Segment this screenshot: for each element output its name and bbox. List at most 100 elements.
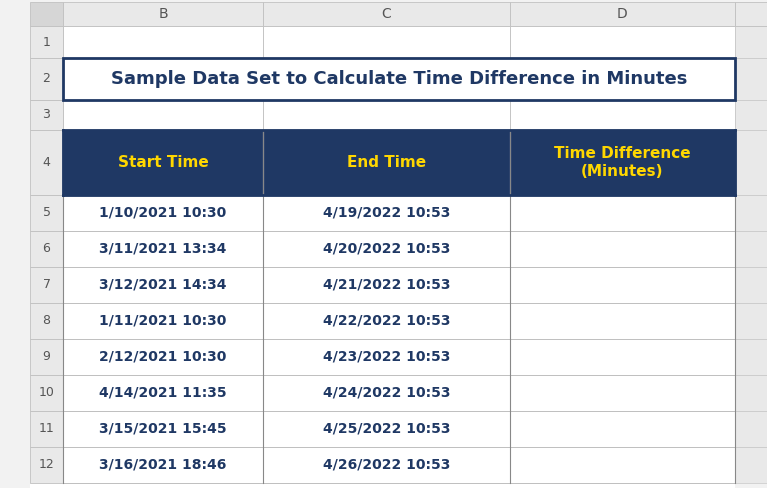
Bar [735,2,767,26]
Bar [735,339,767,375]
Bar [510,447,735,483]
Bar [63,339,263,375]
Text: 4/24/2022 10:53: 4/24/2022 10:53 [323,386,450,400]
Text: 3: 3 [42,108,51,122]
Text: Start Time: Start Time [117,155,209,170]
Bar [735,267,767,303]
Bar [510,267,735,303]
Bar [30,375,63,411]
Text: 6: 6 [42,243,51,256]
Text: 12: 12 [38,459,54,471]
Text: 4/19/2022 10:53: 4/19/2022 10:53 [323,206,450,220]
Bar [263,447,510,483]
Bar [263,339,510,375]
Bar [63,339,263,375]
Bar [510,195,735,231]
Bar [263,303,510,339]
Bar [510,130,735,195]
Bar [263,411,510,447]
Bar [63,411,263,447]
Bar [510,339,735,375]
Bar [735,26,767,58]
Bar [510,100,735,130]
Bar [263,100,510,130]
Bar [263,58,510,100]
Bar [63,130,735,195]
Bar [63,267,263,303]
Bar [263,195,510,231]
Bar [510,375,735,411]
Bar [63,195,263,231]
Text: B: B [158,7,168,21]
Bar [263,375,510,411]
Bar [63,58,263,100]
Text: 3/16/2021 18:46: 3/16/2021 18:46 [99,458,227,472]
Text: 1/10/2021 10:30: 1/10/2021 10:30 [100,206,226,220]
Bar [63,375,263,411]
Bar [30,339,63,375]
Bar [63,447,263,483]
Bar [735,411,767,447]
Bar [510,267,735,303]
Bar [510,303,735,339]
Text: 2: 2 [42,73,51,85]
Text: 3/15/2021 15:45: 3/15/2021 15:45 [99,422,227,436]
Bar [263,130,510,195]
Bar [30,267,63,303]
Bar [30,130,63,195]
Bar [63,375,263,411]
Bar [63,411,263,447]
Bar [735,447,767,483]
Bar [30,411,63,447]
Text: 4: 4 [42,156,51,169]
Bar [263,447,510,483]
Bar [63,231,263,267]
Bar [263,267,510,303]
Bar [63,267,263,303]
Bar [735,100,767,130]
Bar [510,339,735,375]
Text: Sample Data Set to Calculate Time Difference in Minutes: Sample Data Set to Calculate Time Differ… [110,70,687,88]
Bar [263,339,510,375]
Bar [63,195,263,231]
Bar [30,58,63,100]
Text: 4/26/2022 10:53: 4/26/2022 10:53 [323,458,450,472]
Text: 5: 5 [42,206,51,220]
Bar [63,26,263,58]
Text: 4/14/2021 11:35: 4/14/2021 11:35 [99,386,227,400]
Text: D: D [617,7,628,21]
Bar [735,231,767,267]
Text: 7: 7 [42,279,51,291]
Text: 1/11/2021 10:30: 1/11/2021 10:30 [99,314,227,328]
Bar [510,195,735,231]
Bar [510,447,735,483]
Bar [30,447,63,483]
Bar [30,26,63,58]
Bar [30,2,63,26]
Bar [30,100,63,130]
Bar [510,2,735,26]
Bar [30,231,63,267]
Bar [263,375,510,411]
Text: 4/23/2022 10:53: 4/23/2022 10:53 [323,350,450,364]
Bar [510,411,735,447]
Bar [263,195,510,231]
Bar [263,267,510,303]
Bar [63,2,263,26]
Text: 9: 9 [42,350,51,364]
Bar [263,26,510,58]
Bar [510,375,735,411]
Bar [510,58,735,100]
Text: 4/21/2022 10:53: 4/21/2022 10:53 [323,278,450,292]
Bar [735,195,767,231]
Bar [735,303,767,339]
Text: 10: 10 [38,386,54,400]
Bar [63,303,263,339]
Bar [510,303,735,339]
Bar [263,303,510,339]
Bar [63,58,735,100]
Bar [263,2,510,26]
Bar [510,411,735,447]
Bar [510,231,735,267]
Text: C: C [382,7,391,21]
